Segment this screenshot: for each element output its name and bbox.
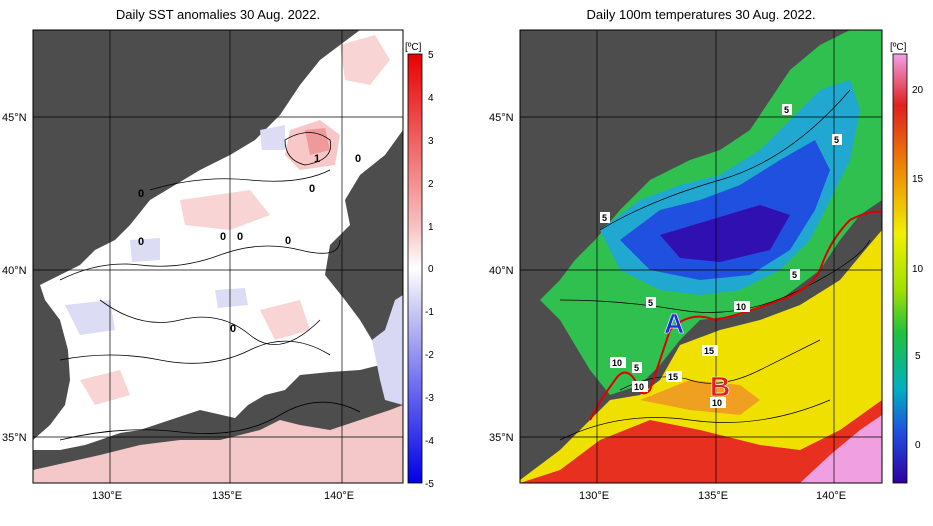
- colorbar-ticks-left: 5 4 3 2 1 0 -1 -2 -3 -4 -5: [425, 50, 434, 490]
- cold-patch: [215, 288, 248, 308]
- contour-label: 5: [834, 135, 839, 145]
- contour-label: 0: [309, 183, 315, 195]
- warm-patch: [305, 128, 330, 155]
- map-frame: [519, 29, 883, 484]
- lat-label: 35°N: [489, 432, 514, 444]
- lon-label: 135°E: [212, 490, 242, 502]
- lat-label: 45°N: [2, 112, 27, 124]
- cold-patch: [260, 125, 285, 150]
- contour-line: [619, 339, 821, 391]
- contour-line: [59, 239, 341, 281]
- colorbar-tick: 5: [915, 351, 921, 362]
- contour-label: 10: [736, 302, 746, 312]
- contour-labels-right: 5 5 5 5 5 10 5 15 10 15 10 10: [600, 104, 842, 408]
- coldest-water: [660, 205, 790, 262]
- colorbar-tick: 0: [428, 264, 434, 275]
- lon-label: 140°E: [324, 490, 354, 502]
- contour-label: 5: [634, 363, 639, 373]
- contour-label: 0: [220, 231, 226, 243]
- contour-label: 0: [230, 323, 236, 335]
- cold-patch: [65, 300, 115, 335]
- contour-line: [559, 399, 831, 441]
- lon-label: 135°E: [698, 490, 728, 502]
- contour-line: [99, 299, 321, 345]
- colorbar-unit: [ºC]: [890, 42, 907, 53]
- colorbar-tick: 15: [912, 174, 924, 185]
- colorbar-tick: 0: [915, 440, 921, 451]
- contour-line: [149, 169, 331, 191]
- colorbar-tick: -4: [425, 436, 434, 447]
- map-frame: [32, 29, 404, 484]
- region-label-a: A: [664, 308, 684, 339]
- colorbar-tick: 2: [428, 179, 434, 190]
- colorbar-tick: 5: [428, 50, 434, 61]
- contour-label: 0: [237, 231, 243, 243]
- lon-label: 140°E: [816, 490, 846, 502]
- contour-label: 5: [602, 213, 607, 223]
- very-hot-water: [800, 415, 882, 483]
- hot-water: [520, 400, 882, 483]
- lat-label: 35°N: [2, 432, 27, 444]
- warm-patch: [260, 300, 310, 340]
- sea-area-east: [372, 295, 403, 405]
- colorbar-tick: 3: [428, 136, 434, 147]
- sea-area-south: [33, 405, 403, 483]
- lat-label: 40°N: [489, 265, 514, 277]
- region-label-b: B: [710, 371, 730, 402]
- axis-labels-left: 45°N 40°N 35°N 130°E 135°E 140°E: [2, 112, 354, 502]
- contour-line: [599, 89, 851, 231]
- contour-label: 0: [285, 235, 291, 247]
- contour-label: 0: [138, 236, 144, 248]
- contour-label: 15: [668, 372, 678, 382]
- graticule: [33, 30, 403, 483]
- orange-water: [640, 380, 760, 415]
- sst-anomaly-title: Daily SST anomalies 30 Aug. 2022.: [115, 7, 321, 22]
- contour-label: 5: [648, 298, 653, 308]
- contour-labels-left: 1 0 0 0 0 0 0 0 0: [138, 153, 361, 335]
- colorbar-tick: -3: [425, 393, 434, 404]
- lon-label: 130°E: [579, 490, 609, 502]
- contour-line: [59, 401, 361, 441]
- colorbar-tick: 1: [428, 222, 434, 233]
- colorbar-tick: 4: [428, 93, 434, 104]
- temperature-colorbar: [892, 53, 908, 484]
- contour-line: [59, 340, 331, 364]
- colorbar-ticks-right: 20 15 10 5 0: [912, 85, 924, 451]
- sst-colorbar: [407, 53, 423, 484]
- front-line: [589, 210, 882, 421]
- warm-patch: [80, 370, 130, 405]
- graticule: [520, 30, 882, 483]
- contour-label: 0: [355, 153, 361, 165]
- axis-labels-right: 45°N 40°N 35°N 130°E 135°E 140°E: [489, 112, 846, 502]
- contour-label: 5: [784, 105, 789, 115]
- contour-label: 10: [612, 358, 622, 368]
- lat-label: 45°N: [489, 112, 514, 124]
- colorbar-unit: [ºC]: [405, 42, 422, 53]
- contour-label: 10: [712, 398, 722, 408]
- colorbar-tick: 20: [912, 85, 924, 96]
- contour-line: [284, 132, 332, 166]
- colorbar-tick: -5: [425, 479, 434, 490]
- lon-label: 130°E: [92, 490, 122, 502]
- warm-patch: [180, 190, 270, 230]
- lat-label: 40°N: [2, 265, 27, 277]
- contour-label: 1: [314, 153, 320, 165]
- contour-label: 5: [792, 270, 797, 280]
- colorbar-tick: 10: [912, 264, 924, 275]
- colorbar-tick: -2: [425, 350, 434, 361]
- cold-patch: [130, 238, 160, 262]
- contour-label: 15: [704, 346, 714, 356]
- contour-label: 0: [138, 188, 144, 200]
- colorbar-tick: -1: [425, 307, 434, 318]
- contour-label: 10: [634, 382, 644, 392]
- warm-patch: [340, 35, 390, 85]
- temperature-100m-title: Daily 100m temperatures 30 Aug. 2022.: [586, 7, 816, 22]
- warm-water: [520, 230, 882, 483]
